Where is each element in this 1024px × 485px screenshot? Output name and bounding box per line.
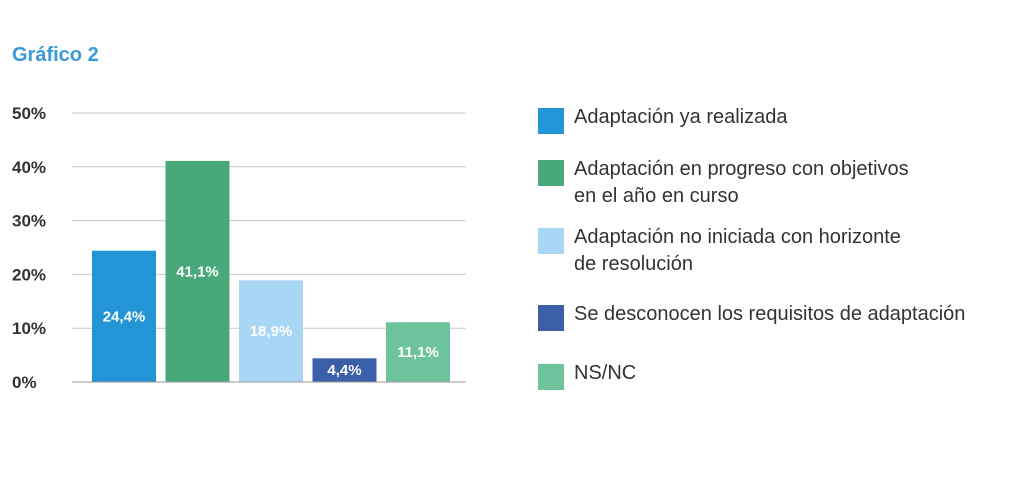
y-tick-label: 0%: [12, 373, 37, 392]
bar: [239, 280, 303, 382]
y-tick-label: 10%: [12, 319, 46, 338]
legend-item: Adaptación ya realizada: [538, 104, 787, 134]
y-axis-ticks: 0% 10% 20% 30% 40% 50%: [12, 104, 46, 392]
legend-label: Adaptación en progreso con objetivos en …: [574, 158, 909, 207]
chart-title: Gráfico 2: [12, 44, 99, 66]
legend-label: Adaptación ya realizada: [574, 106, 788, 128]
y-tick-label: 40%: [12, 158, 46, 177]
bar: [92, 250, 156, 382]
legend-swatch: [538, 160, 564, 186]
data-label: 24,4%: [103, 308, 146, 325]
data-label: 4,4%: [327, 362, 361, 379]
legend-swatch: [538, 364, 564, 390]
data-labels: 24,4% 41,1% 18,9% 4,4% 11,1%: [103, 263, 439, 379]
data-label: 11,1%: [397, 344, 439, 361]
bar: [386, 322, 450, 382]
data-label: 18,9%: [250, 323, 293, 340]
legend-item: NS/NC: [538, 360, 636, 390]
legend-label: NS/NC: [574, 362, 637, 384]
legend-item: Adaptación no iniciada con horizonte de …: [538, 224, 901, 278]
y-tick-label: 20%: [12, 265, 46, 284]
legend-swatch: [538, 228, 564, 254]
legend-swatch: [538, 305, 564, 331]
legend-item: Adaptación en progreso con objetivos en …: [538, 156, 909, 210]
y-tick-label: 50%: [12, 104, 46, 123]
y-tick-label: 30%: [12, 212, 46, 231]
legend-swatch: [538, 108, 564, 134]
bar: [165, 160, 230, 382]
legend-label: Adaptación no iniciada con horizonte de …: [574, 226, 901, 275]
legend-item: Se desconocen los requisitos de adaptaci…: [538, 301, 965, 331]
bar-chart: 0% 10% 20% 30% 40% 50% 24,4% 41,1% 18,9% 4,4% 11,…: [12, 104, 466, 392]
bar: [312, 358, 377, 382]
data-label: 41,1%: [176, 263, 219, 280]
bars: [92, 160, 450, 382]
legend-label: Se desconocen los requisitos de adaptaci…: [574, 303, 966, 325]
